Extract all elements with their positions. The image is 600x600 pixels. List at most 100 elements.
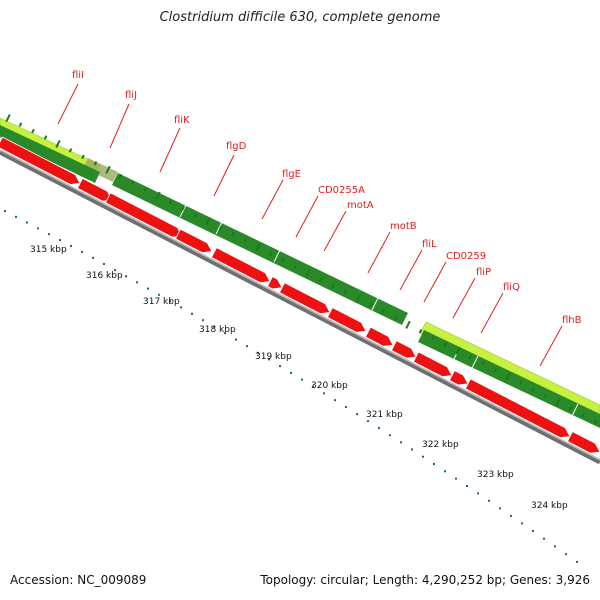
scale-dot-14: [158, 293, 160, 296]
scale-dot-50: [554, 545, 556, 548]
cds-arrow-0[interactable]: [0, 136, 81, 185]
scale-tick-5: [68, 148, 73, 153]
genome-stats-text: Topology: circular; Length: 4,290,252 bp…: [260, 573, 590, 587]
scale-tick-25: [318, 277, 323, 282]
scale-tick-7: [93, 161, 98, 166]
scale-tick-39: [493, 367, 498, 373]
scale-dot-47: [521, 522, 523, 525]
gene-label-fliI[interactable]: fliI: [72, 70, 84, 81]
cds-arrow-10[interactable]: [412, 351, 453, 378]
dark-track-separators: [179, 204, 379, 311]
cds-arrow-5[interactable]: [266, 276, 283, 290]
scale-dot-27: [301, 378, 303, 381]
cds-arrow-13[interactable]: [566, 431, 600, 454]
gene-label-fliK[interactable]: fliK: [174, 115, 190, 126]
scale-tick-33: [418, 329, 423, 334]
map-title: Clostridium difficile 630, complete geno…: [159, 10, 441, 25]
scale-tick-16: [205, 217, 211, 226]
gene-label-flhB[interactable]: flhB: [562, 315, 582, 326]
scale-tick-27: [343, 290, 348, 295]
scale-tick-29: [368, 303, 373, 308]
scale-tick-35: [443, 341, 448, 347]
dark-track-left: [0, 125, 100, 183]
scale-dot-39: [433, 463, 435, 465]
cds-arrow-6[interactable]: [278, 282, 331, 315]
scale-dot-5: [59, 239, 61, 242]
scale-dot-25: [279, 365, 281, 368]
leader-flgE: [261, 179, 284, 220]
scale-tick-10: [131, 180, 135, 185]
scale-tick-13: [168, 199, 173, 205]
scale-dot-46: [510, 514, 512, 517]
scale-tick-18: [231, 232, 235, 237]
scale-tick-9: [118, 174, 123, 179]
cds-arrow-7[interactable]: [326, 307, 367, 333]
leader-fliQ: [480, 292, 504, 334]
scale-dot-51: [565, 553, 567, 556]
gene-label-CD0259[interactable]: CD0259: [446, 251, 486, 262]
scale-dot-16: [180, 306, 182, 309]
leader-fliL: [399, 249, 423, 291]
gene-label-CD0255A[interactable]: CD0255A: [318, 185, 365, 196]
scale-dot-24: [268, 358, 270, 361]
cds-arrow-9[interactable]: [390, 340, 417, 359]
scale-dot-36: [400, 441, 402, 444]
scale-dot-23: [257, 351, 259, 354]
scale-dot-48: [532, 530, 534, 532]
scale-dot-43: [477, 492, 479, 495]
gene-label-flgE[interactable]: flgE: [282, 169, 301, 180]
gene-label-flgD[interactable]: flgD: [226, 141, 247, 152]
scale-label-324: 324 kbp: [531, 501, 568, 511]
gene-label-fliQ[interactable]: fliQ: [503, 282, 520, 293]
scale-tick-42: [531, 387, 535, 392]
faded-track-segment: [83, 158, 118, 182]
scale-dot-18: [202, 319, 204, 322]
scale-tick-24: [305, 269, 311, 278]
scale-dot-45: [499, 507, 501, 510]
leader-flhB: [539, 325, 563, 367]
scale-dot-20: [224, 332, 226, 335]
dark-track-main: [112, 173, 408, 325]
scale-tick-34: [431, 335, 435, 340]
scale-dot-40: [444, 470, 446, 473]
scale-dot-4: [48, 233, 50, 236]
scale-dot-6: [70, 245, 72, 247]
scale-dot-2: [26, 221, 28, 224]
cds-arrow-11[interactable]: [448, 370, 469, 386]
scale-tick-38: [481, 361, 485, 366]
scale-tick-36: [455, 346, 461, 355]
scale-tick-32: [405, 320, 411, 329]
scale-label-321: 321 kbp: [366, 410, 403, 420]
cds-arrow-4[interactable]: [210, 247, 271, 284]
scale-tick-23: [293, 264, 298, 269]
gene-label-fliL[interactable]: fliL: [422, 239, 437, 250]
scale-tick-0: [5, 114, 11, 123]
scale-dot-52: [576, 560, 578, 563]
scale-tick-26: [331, 283, 335, 289]
scale-dot-17: [191, 312, 193, 315]
scale-dot-7: [81, 250, 83, 253]
scale-tick-6: [81, 154, 85, 160]
gene-label-fliJ[interactable]: fliJ: [125, 90, 137, 101]
cds-arrow-8[interactable]: [364, 326, 394, 347]
gene-label-fliP[interactable]: fliP: [476, 267, 491, 278]
scale-label-318: 318 kbp: [199, 325, 236, 335]
leader-fliP: [452, 277, 476, 319]
scale-tick-20: [255, 243, 261, 252]
scale-label-320: 320 kbp: [311, 381, 348, 391]
scale-dot-35: [389, 434, 391, 437]
gene-label-motA[interactable]: motA: [347, 200, 374, 211]
scale-dot-37: [411, 448, 413, 451]
scale-dot-29: [323, 392, 325, 395]
scale-dot-49: [543, 537, 545, 540]
scale-label-322: 322 kbp: [422, 440, 459, 450]
scale-label-316: 316 kbp: [86, 271, 123, 281]
gene-label-motB[interactable]: motB: [390, 221, 417, 232]
cds-arrow-12[interactable]: [464, 378, 571, 439]
scale-tick-8: [105, 165, 111, 174]
leader-CD0259: [423, 261, 447, 303]
scale-tick-17: [218, 225, 223, 231]
cds-arrow-3[interactable]: [174, 228, 213, 254]
scale-label-317: 317 kbp: [143, 297, 180, 307]
